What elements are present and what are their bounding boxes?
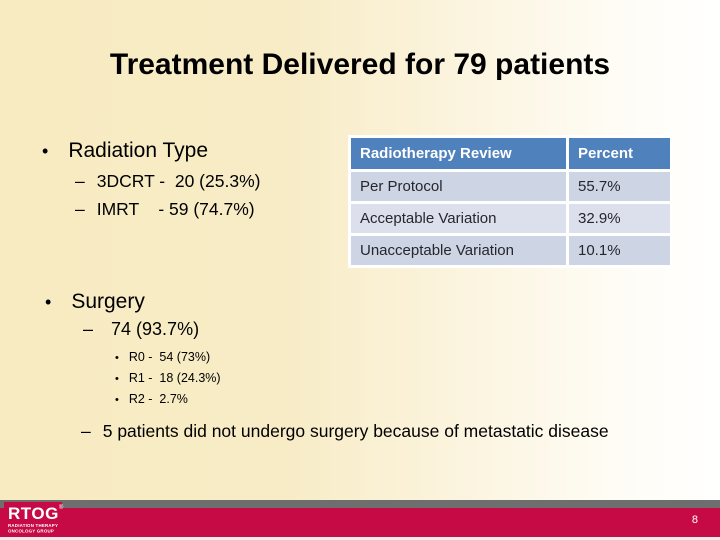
bullet-icon: • bbox=[115, 373, 119, 385]
bullet-icon: • bbox=[45, 292, 52, 312]
table-row: Per Protocol 55.7% bbox=[351, 172, 670, 201]
footer-gray-bar bbox=[0, 500, 720, 508]
column-header-radiotherapy-review: Radiotherapy Review bbox=[351, 138, 566, 169]
rtog-logo-subtitle: RADIATION THERAPY ONCOLOGY GROUP bbox=[8, 523, 59, 534]
radiation-item-text: 3DCRT - 20 (25.3%) bbox=[96, 171, 261, 191]
table-header-row: Radiotherapy Review Percent bbox=[351, 138, 670, 169]
footer-bottom-strip bbox=[0, 537, 720, 540]
column-header-percent: Percent bbox=[569, 138, 670, 169]
slide-page-number: 8 bbox=[691, 514, 698, 526]
rtog-logo-wordmark: RTOG® bbox=[8, 504, 64, 523]
radiation-item-text: IMRT - 59 (74.7%) bbox=[96, 199, 255, 219]
dash-icon: – bbox=[83, 319, 94, 339]
row-label: Acceptable Variation bbox=[351, 204, 566, 233]
slide-title: Treatment Delivered for 79 patients bbox=[109, 48, 611, 81]
row-value: 10.1% bbox=[569, 236, 670, 265]
surgery-subitem-text: R2 - 2.7% bbox=[128, 392, 188, 406]
radiation-type-heading: • Radiation Type bbox=[42, 139, 208, 163]
rtog-logo: RTOG® RADIATION THERAPY ONCOLOGY GROUP bbox=[4, 502, 64, 537]
surgery-subitem-r2: • R2 - 2.7% bbox=[115, 392, 188, 406]
table-row: Acceptable Variation 32.9% bbox=[351, 204, 670, 233]
row-value: 55.7% bbox=[569, 172, 670, 201]
surgery-note: – 5 patients did not undergo surgery bec… bbox=[81, 421, 609, 442]
dash-icon: – bbox=[75, 171, 85, 191]
row-value: 32.9% bbox=[569, 204, 670, 233]
rtog-logo-name: RTOG bbox=[8, 504, 59, 523]
radiation-item-3dcrt: – 3DCRT - 20 (25.3%) bbox=[75, 171, 260, 192]
dash-icon: – bbox=[75, 199, 85, 219]
surgery-note-text: 5 patients did not undergo surgery becau… bbox=[102, 421, 609, 441]
table-row: Unacceptable Variation 10.1% bbox=[351, 236, 670, 265]
bullet-icon: • bbox=[115, 394, 119, 406]
surgery-subitem-text: R1 - 18 (24.3%) bbox=[128, 371, 221, 385]
rtog-logo-subtitle-line2: ONCOLOGY GROUP bbox=[8, 528, 55, 534]
bullet-icon: • bbox=[42, 141, 49, 161]
footer-crimson-bar bbox=[0, 508, 720, 537]
registered-trademark-icon: ® bbox=[58, 505, 64, 511]
row-label: Unacceptable Variation bbox=[351, 236, 566, 265]
dash-icon: – bbox=[81, 421, 91, 441]
surgery-subitem-text: R0 - 54 (73%) bbox=[128, 350, 211, 364]
surgery-subitem-r0: • R0 - 54 (73%) bbox=[115, 350, 210, 364]
radiation-item-imrt: – IMRT - 59 (74.7%) bbox=[75, 199, 255, 220]
radiotherapy-review-table: Radiotherapy Review Percent Per Protocol… bbox=[348, 135, 673, 268]
surgery-heading-label: Surgery bbox=[71, 290, 145, 313]
surgery-heading: • Surgery bbox=[45, 290, 145, 314]
surgery-subitem-r1: • R1 - 18 (24.3%) bbox=[115, 371, 221, 385]
rtog-logo-subtitle-line1: RADIATION THERAPY bbox=[8, 523, 59, 528]
surgery-summary: – 74 (93.7%) bbox=[83, 319, 199, 340]
row-label: Per Protocol bbox=[351, 172, 566, 201]
radiation-heading-label: Radiation Type bbox=[68, 139, 209, 162]
surgery-summary-text: 74 (93.7%) bbox=[111, 319, 200, 339]
bullet-icon: • bbox=[115, 352, 119, 364]
